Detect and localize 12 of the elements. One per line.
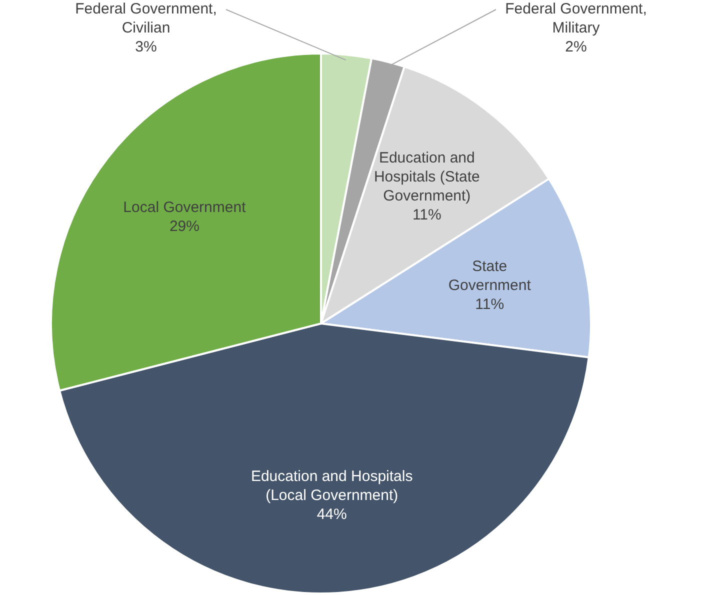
- data-label: 2%: [565, 38, 587, 56]
- data-label: 44%: [316, 506, 347, 524]
- data-label: 29%: [169, 218, 200, 236]
- slice-label: Federal Government, Civilian: [75, 0, 217, 37]
- slice-label: Federal Government, Military: [505, 0, 647, 37]
- data-label: 11%: [412, 206, 442, 224]
- slice-label: Education and Hospitals (State Government): [374, 150, 480, 205]
- data-label: 11%: [475, 296, 504, 313]
- data-label: 3%: [135, 38, 157, 56]
- slice-label: State Government: [448, 258, 532, 294]
- slice-label: Local Government: [123, 199, 247, 216]
- slice-label: Education and Hospitals (Local Government): [250, 468, 413, 504]
